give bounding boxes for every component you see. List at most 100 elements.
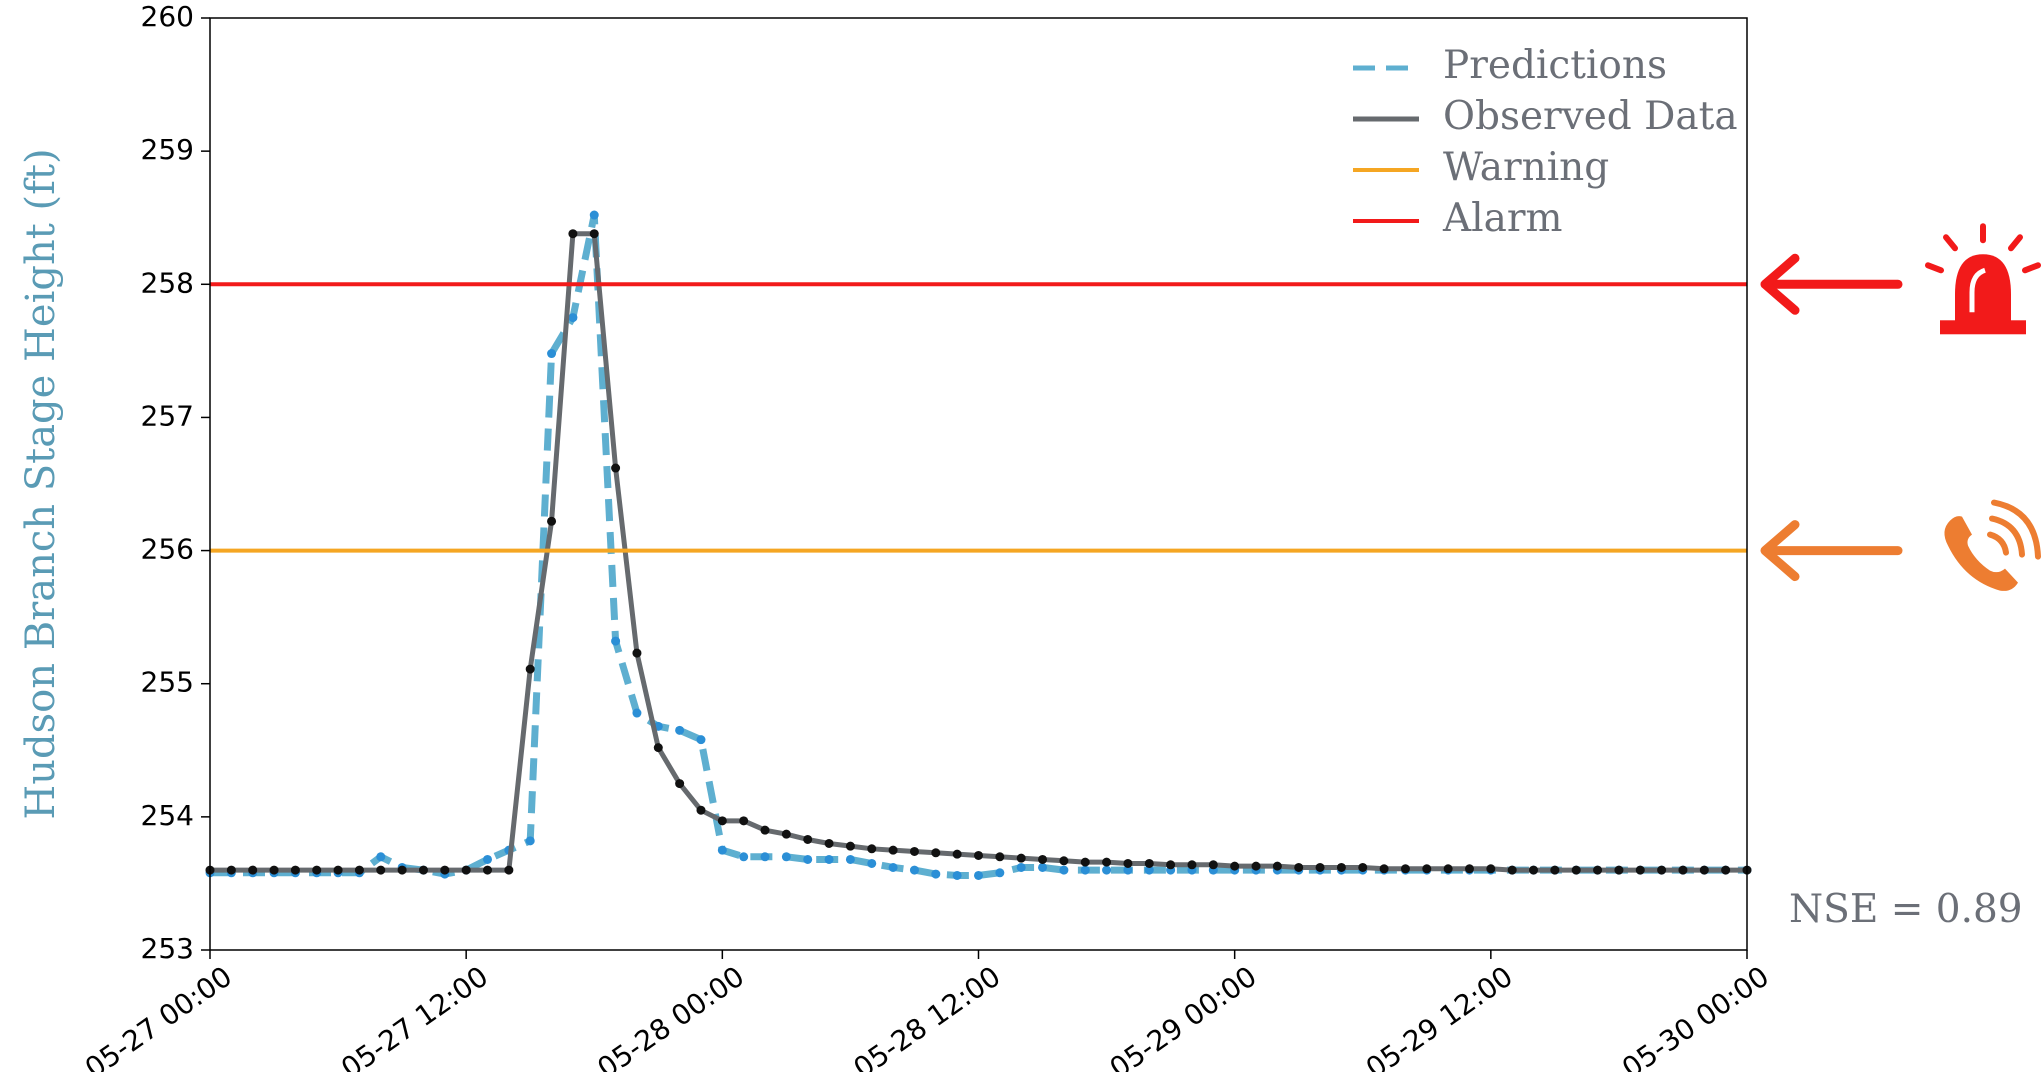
data-point <box>525 836 535 846</box>
data-point <box>1315 862 1325 872</box>
data-point <box>1080 857 1090 867</box>
data-point <box>1336 862 1346 872</box>
data-point <box>269 865 279 875</box>
y-tick-label: 260 <box>141 0 194 33</box>
data-point <box>1230 861 1240 871</box>
data-point <box>1400 864 1410 874</box>
y-tick-label: 254 <box>141 799 194 832</box>
data-point <box>547 349 557 359</box>
data-point <box>1422 864 1432 874</box>
x-tick-label: 05-28 12:00 <box>847 960 1006 1072</box>
data-point <box>525 664 535 674</box>
data-point <box>845 854 855 864</box>
data-point <box>696 805 706 815</box>
data-point <box>717 845 727 855</box>
data-point <box>995 852 1005 862</box>
data-point <box>1699 865 1709 875</box>
y-tick-label: 253 <box>141 932 194 965</box>
data-point <box>1123 858 1133 868</box>
data-point <box>440 865 450 875</box>
data-point <box>1080 865 1090 875</box>
data-point <box>354 865 364 875</box>
data-point <box>888 845 898 855</box>
data-point <box>803 854 813 864</box>
y-tick-label: 258 <box>141 266 194 299</box>
data-point <box>675 779 685 789</box>
data-point <box>504 865 514 875</box>
data-point <box>760 825 770 835</box>
data-point <box>931 848 941 858</box>
data-point <box>1464 864 1474 874</box>
data-point <box>547 516 557 526</box>
data-point <box>483 854 493 864</box>
data-point <box>760 852 770 862</box>
alarm-indicator <box>1760 223 2041 335</box>
data-point <box>1208 860 1218 870</box>
data-point <box>1294 862 1304 872</box>
y-tick-label: 255 <box>141 666 194 699</box>
data-point <box>1187 860 1197 870</box>
y-axis-label: Hudson Branch Stage Height (ft) <box>18 148 64 819</box>
data-point <box>483 865 493 875</box>
data-point <box>1272 861 1282 871</box>
data-point <box>653 743 663 753</box>
data-point <box>248 865 258 875</box>
data-point <box>1358 862 1368 872</box>
y-tick-label: 259 <box>141 133 194 166</box>
data-point <box>1038 862 1048 872</box>
data-point <box>632 648 642 658</box>
data-point <box>290 865 300 875</box>
data-point <box>909 865 919 875</box>
x-tick-label: 05-27 00:00 <box>79 960 238 1072</box>
data-point <box>909 846 919 856</box>
data-point <box>1571 865 1581 875</box>
data-point <box>1123 865 1133 875</box>
data-point <box>1507 865 1517 875</box>
data-point <box>781 852 791 862</box>
data-point <box>845 841 855 851</box>
data-point <box>739 816 749 826</box>
data-point <box>1721 865 1731 875</box>
data-point <box>1016 862 1026 872</box>
data-point <box>675 725 685 735</box>
data-point <box>1486 864 1496 874</box>
data-point <box>824 838 834 848</box>
data-point <box>312 865 322 875</box>
y-tick-label: 256 <box>141 533 194 566</box>
data-point <box>867 858 877 868</box>
data-point <box>888 862 898 872</box>
data-point <box>995 868 1005 878</box>
data-point <box>739 852 749 862</box>
annotation: NSE = 0.89 <box>1789 887 2023 932</box>
data-point <box>1678 865 1688 875</box>
data-point <box>1251 861 1261 871</box>
data-point <box>974 850 983 860</box>
legend-label: Predictions <box>1443 43 1667 88</box>
x-tick-label: 05-30 00:00 <box>1616 960 1775 1072</box>
data-point <box>1529 865 1539 875</box>
x-tick-label: 05-27 12:00 <box>335 960 494 1072</box>
data-point <box>1443 864 1453 874</box>
legend-label: Observed Data <box>1443 94 1738 139</box>
data-point <box>1550 865 1560 875</box>
data-point <box>568 229 578 239</box>
x-tick-label: 05-29 00:00 <box>1104 960 1263 1072</box>
data-point <box>1016 853 1026 863</box>
data-point <box>1379 864 1389 874</box>
data-point <box>226 865 236 875</box>
data-point <box>376 865 386 875</box>
data-point <box>1635 865 1645 875</box>
data-point <box>376 852 386 862</box>
data-point <box>1038 854 1048 864</box>
x-tick-label: 05-29 12:00 <box>1360 960 1519 1072</box>
data-point <box>1144 858 1154 868</box>
data-point <box>803 834 813 844</box>
data-point <box>461 865 471 875</box>
y-tick-label: 257 <box>141 399 194 432</box>
data-point <box>397 865 407 875</box>
x-tick-label: 05-28 00:00 <box>591 960 750 1072</box>
data-point <box>1144 865 1154 875</box>
legend-label: Warning <box>1443 145 1609 190</box>
data-point <box>632 708 642 718</box>
